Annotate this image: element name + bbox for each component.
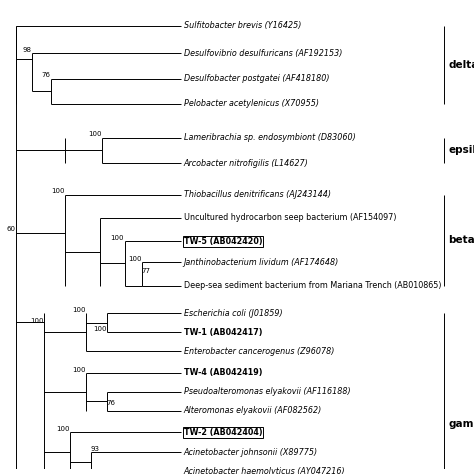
Text: delta: delta — [448, 60, 474, 70]
Text: Acinetobacter haemolyticus (AY047216): Acinetobacter haemolyticus (AY047216) — [183, 467, 345, 474]
Text: Acinetobacter johnsonii (X89775): Acinetobacter johnsonii (X89775) — [183, 448, 318, 457]
Text: Desulfobacter postgatei (AF418180): Desulfobacter postgatei (AF418180) — [183, 74, 329, 83]
Text: 100: 100 — [72, 366, 86, 373]
Text: Escherichia coli (J01859): Escherichia coli (J01859) — [183, 309, 282, 318]
Text: Pseudoalteromonas elyakovii (AF116188): Pseudoalteromonas elyakovii (AF116188) — [183, 387, 350, 396]
Text: 100: 100 — [51, 188, 64, 194]
Text: Deep-sea sediment bacterium from Mariana Trench (AB010865): Deep-sea sediment bacterium from Mariana… — [183, 281, 441, 290]
Text: TW-5 (AB042420): TW-5 (AB042420) — [183, 237, 262, 246]
Text: 76: 76 — [107, 400, 116, 406]
Text: Uncultured hydrocarbon seep bacterium (AF154097): Uncultured hydrocarbon seep bacterium (A… — [183, 213, 396, 222]
Text: 100: 100 — [88, 131, 102, 137]
Text: Alteromonas elyakovii (AF082562): Alteromonas elyakovii (AF082562) — [183, 407, 322, 416]
Text: 76: 76 — [42, 72, 51, 78]
Text: 100: 100 — [110, 235, 124, 241]
Text: Thiobacillus denitrificans (AJ243144): Thiobacillus denitrificans (AJ243144) — [183, 190, 330, 199]
Text: Janthinobacterium lividum (AF174648): Janthinobacterium lividum (AF174648) — [183, 258, 339, 267]
Text: epsilon: epsilon — [448, 146, 474, 155]
Text: Lameribrachia sp. endosymbiont (D83060): Lameribrachia sp. endosymbiont (D83060) — [183, 133, 356, 142]
Text: 100: 100 — [56, 426, 69, 432]
Text: 100: 100 — [93, 326, 107, 332]
Text: Pelobacter acetylenicus (X70955): Pelobacter acetylenicus (X70955) — [183, 100, 319, 109]
Text: Arcobacter nitrofigilis (L14627): Arcobacter nitrofigilis (L14627) — [183, 159, 308, 168]
Text: 98: 98 — [22, 47, 31, 53]
Text: TW-1 (AB042417): TW-1 (AB042417) — [183, 328, 262, 337]
Text: 93: 93 — [90, 446, 99, 452]
Text: 100: 100 — [128, 256, 141, 262]
Text: gamma: gamma — [448, 419, 474, 429]
Text: TW-4 (AB042419): TW-4 (AB042419) — [183, 368, 262, 377]
Text: 77: 77 — [141, 268, 150, 274]
Text: beta: beta — [448, 235, 474, 245]
Text: TW-2 (AB042404): TW-2 (AB042404) — [183, 428, 262, 437]
Text: 60: 60 — [7, 227, 16, 232]
Text: Enterobacter cancerogenus (Z96078): Enterobacter cancerogenus (Z96078) — [183, 346, 334, 356]
Text: Desulfovibrio desulfuricans (AF192153): Desulfovibrio desulfuricans (AF192153) — [183, 49, 342, 58]
Text: 100: 100 — [30, 318, 44, 324]
Text: Sulfitobacter brevis (Y16425): Sulfitobacter brevis (Y16425) — [183, 21, 301, 30]
Text: 100: 100 — [72, 307, 86, 312]
